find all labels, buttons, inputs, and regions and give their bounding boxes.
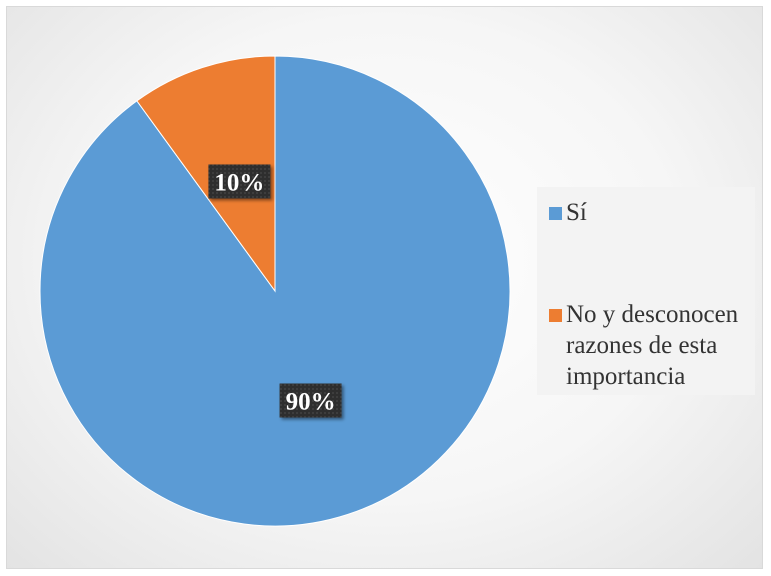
- data-label-text: 90%: [286, 389, 336, 416]
- data-label-text: 10%: [214, 169, 264, 196]
- legend-swatch-no: [549, 309, 562, 322]
- legend-swatch-si: [549, 207, 562, 220]
- legend: Sí No y desconocen razones de esta impor…: [537, 187, 755, 395]
- legend-item-si: Sí: [549, 197, 761, 228]
- data-label-box: [279, 383, 342, 418]
- pie-slice-no: [136, 55, 276, 293]
- data-label-si: 90%: [279, 383, 342, 418]
- legend-label-no: No y desconocen razones de esta importan…: [566, 301, 739, 390]
- data-label-box: [208, 164, 271, 199]
- legend-item-no: No y desconocen razones de esta importan…: [549, 299, 761, 392]
- data-label-no: 10%: [208, 164, 271, 199]
- legend-label-si: Sí: [566, 199, 587, 226]
